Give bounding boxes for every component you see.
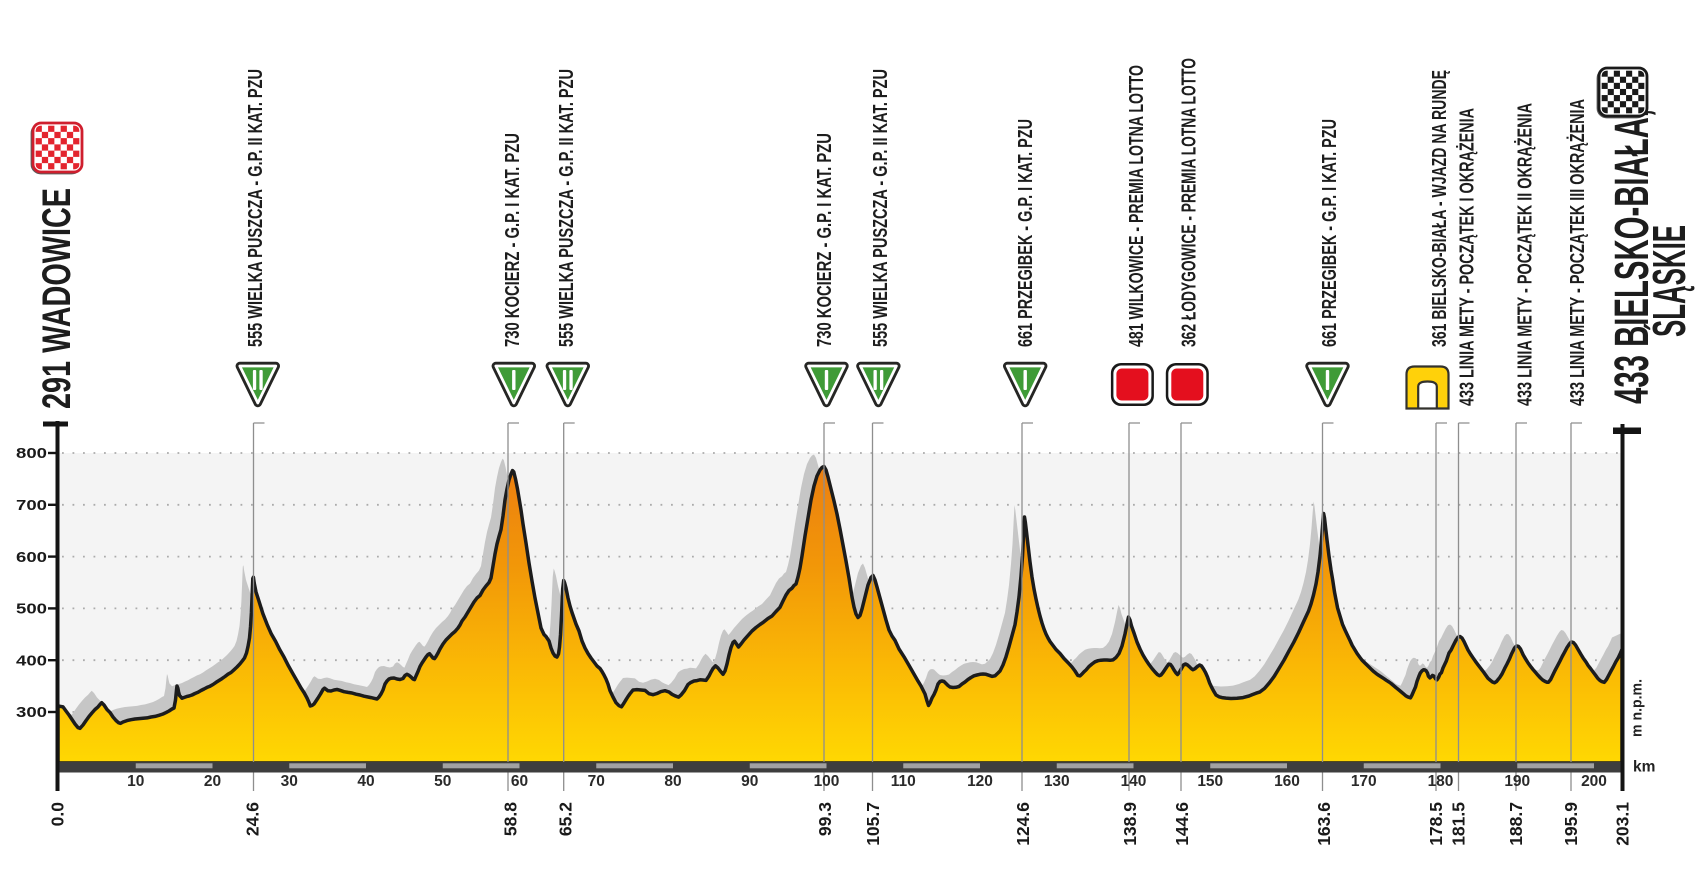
- svg-text:800: 800: [16, 445, 47, 462]
- svg-text:80: 80: [664, 773, 681, 790]
- svg-text:160: 160: [1274, 773, 1300, 790]
- svg-text:555 WIELKA PUSZCZA - G.P. II K: 555 WIELKA PUSZCZA - G.P. II KAT. PZU: [870, 69, 892, 347]
- svg-text:300: 300: [16, 704, 47, 721]
- svg-text:144.6: 144.6: [1172, 802, 1192, 846]
- svg-text:120: 120: [967, 773, 993, 790]
- svg-text:99.3: 99.3: [815, 802, 835, 836]
- svg-text:60: 60: [511, 773, 528, 790]
- svg-text:140: 140: [1121, 773, 1147, 790]
- svg-text:190: 190: [1504, 773, 1530, 790]
- svg-text:105.7: 105.7: [863, 802, 883, 846]
- svg-text:100: 100: [814, 773, 840, 790]
- svg-text:700: 700: [16, 497, 47, 514]
- svg-text:10: 10: [127, 773, 144, 790]
- svg-text:661 PRZEGIBEK - G.P. I KAT. PZ: 661 PRZEGIBEK - G.P. I KAT. PZU: [1319, 119, 1341, 347]
- svg-text:24.6: 24.6: [242, 802, 262, 836]
- svg-text:291 WADOWICE: 291 WADOWICE: [35, 188, 79, 409]
- svg-text:200: 200: [1581, 773, 1607, 790]
- svg-text:180: 180: [1428, 773, 1454, 790]
- svg-text:188.7: 188.7: [1506, 802, 1526, 846]
- svg-text:40: 40: [357, 773, 374, 790]
- svg-text:20: 20: [204, 773, 221, 790]
- svg-text:0.0: 0.0: [47, 802, 67, 827]
- svg-text:30: 30: [281, 773, 298, 790]
- svg-text:433 LINIA METY - POCZĄTEK III: 433 LINIA METY - POCZĄTEK III OKRĄŻENIA: [1566, 99, 1589, 406]
- svg-text:362 ŁODYGOWICE - PREMIA LOTNA: 362 ŁODYGOWICE - PREMIA LOTNA LOTTO: [1178, 58, 1200, 347]
- svg-text:150: 150: [1197, 773, 1223, 790]
- svg-text:730 KOCIERZ - G.P. I KAT. PZU: 730 KOCIERZ - G.P. I KAT. PZU: [814, 133, 836, 347]
- svg-text:178.5: 178.5: [1426, 802, 1446, 846]
- svg-text:203.1: 203.1: [1612, 802, 1632, 846]
- svg-text:50: 50: [434, 773, 451, 790]
- svg-text:163.6: 163.6: [1314, 802, 1334, 846]
- svg-text:361 BIELSKO-BIAŁA - WJAZD NA R: 361 BIELSKO-BIAŁA - WJAZD NA RUNDĘ: [1429, 70, 1451, 347]
- svg-text:481 WILKOWICE - PREMIA LOTNA L: 481 WILKOWICE - PREMIA LOTNA LOTTO: [1126, 65, 1148, 347]
- svg-text:555 WIELKA PUSZCZA - G.P. II K: 555 WIELKA PUSZCZA - G.P. II KAT. PZU: [245, 69, 267, 347]
- svg-text:661 PRZEGIBEK - G.P. I KAT. PZ: 661 PRZEGIBEK - G.P. I KAT. PZU: [1015, 119, 1037, 347]
- svg-text:m n.p.m.: m n.p.m.: [1629, 679, 1646, 737]
- svg-text:90: 90: [741, 773, 758, 790]
- svg-text:138.9: 138.9: [1120, 802, 1140, 846]
- svg-text:170: 170: [1351, 773, 1377, 790]
- svg-text:400: 400: [16, 652, 47, 669]
- svg-text:ŚLĄSKIE: ŚLĄSKIE: [1643, 225, 1695, 337]
- svg-text:65.2: 65.2: [555, 802, 575, 836]
- svg-text:500: 500: [16, 601, 47, 618]
- svg-text:433 BIELSKO-BIAŁA,: 433 BIELSKO-BIAŁA,: [1606, 109, 1659, 404]
- svg-text:110: 110: [891, 773, 916, 790]
- svg-text:555 WIELKA PUSZCZA - G.P. II K: 555 WIELKA PUSZCZA - G.P. II KAT. PZU: [556, 69, 578, 347]
- svg-text:600: 600: [16, 549, 47, 566]
- svg-text:km: km: [1633, 759, 1655, 776]
- svg-text:58.8: 58.8: [500, 802, 520, 836]
- svg-text:433 LINIA METY - POCZĄTEK I OK: 433 LINIA METY - POCZĄTEK I OKRĄŻENIA: [1455, 108, 1478, 406]
- svg-text:70: 70: [588, 773, 605, 790]
- svg-text:181.5: 181.5: [1448, 802, 1468, 846]
- svg-text:730 KOCIERZ - G.P. I KAT. PZU: 730 KOCIERZ - G.P. I KAT. PZU: [502, 133, 524, 347]
- svg-text:130: 130: [1044, 773, 1070, 790]
- svg-text:195.9: 195.9: [1561, 802, 1581, 846]
- svg-text:124.6: 124.6: [1013, 802, 1033, 846]
- svg-text:433 LINIA METY - POCZĄTEK II O: 433 LINIA METY - POCZĄTEK II OKRĄŻENIA: [1513, 103, 1536, 406]
